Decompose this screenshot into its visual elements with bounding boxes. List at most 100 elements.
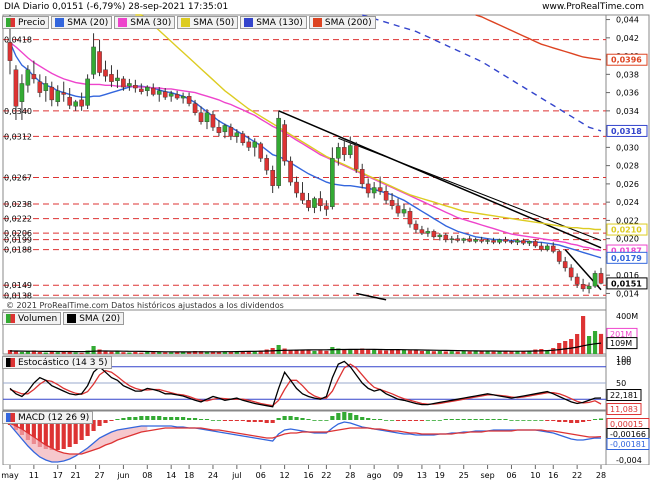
legend-macd[interactable]: MACD (12 26 9) (2, 411, 94, 424)
volume-bar (234, 351, 239, 354)
macd-histogram-bar (169, 417, 174, 420)
volume-bar (121, 352, 126, 354)
sma30-swatch-icon (118, 18, 128, 27)
candle-body (467, 238, 472, 242)
x-tick-label: 28 (596, 471, 606, 480)
price-value-box (606, 53, 648, 66)
volume-bar (79, 352, 84, 354)
macd-histogram-bar (151, 416, 156, 420)
candle-body (383, 190, 389, 201)
legend-volume[interactable]: Volumen (2, 312, 62, 325)
level-label: 0,0222 (4, 215, 32, 224)
volume-bar (312, 351, 317, 354)
macd-histogram-bar (372, 419, 377, 420)
candle-body (592, 273, 598, 287)
macd-histogram-bar (55, 420, 60, 450)
macd-histogram-bar (366, 418, 371, 420)
legend-sma200[interactable]: SMA (200) (308, 16, 376, 29)
x-tick-label: 06 (506, 471, 516, 480)
volume-bar (551, 348, 556, 354)
legend-sma130[interactable]: SMA (130) (240, 16, 307, 29)
volume-bar (55, 352, 60, 354)
macd-histogram-bar (545, 420, 550, 421)
x-tick-label: may (1, 471, 19, 480)
macd-histogram-bar (395, 420, 401, 421)
macd-histogram-bar (181, 417, 186, 420)
volume-bar (515, 351, 520, 354)
candle-body (55, 90, 61, 102)
x-tick-label: 22 (572, 471, 582, 480)
legend-price[interactable]: Precio (2, 16, 50, 29)
macd-histogram-bar (79, 420, 84, 440)
candle-body (25, 69, 31, 86)
stoch-line-k (9, 360, 602, 408)
volume-bar (395, 349, 401, 354)
macd-histogram-bar (389, 420, 395, 421)
macd-histogram-bar (324, 420, 329, 421)
candle-body (544, 245, 550, 250)
macd-line-seal (9, 422, 602, 455)
volume-legend: Volumen SMA (20) (2, 312, 125, 325)
macd-histogram-bar (419, 420, 425, 421)
volume-bar (67, 351, 72, 354)
legend-sma20[interactable]: SMA (20) (51, 16, 113, 29)
candle-body (503, 239, 508, 242)
volume-bar (13, 351, 19, 354)
candle-body (73, 101, 78, 107)
stoch-y-tick-label: 50 (616, 379, 626, 388)
candle-body (562, 261, 568, 269)
candle-body (31, 74, 37, 80)
candle-body (109, 74, 114, 82)
macd-histogram-bar (49, 420, 54, 450)
candle-body (336, 147, 341, 159)
volume-bar (7, 350, 13, 354)
x-tick-label: 11 (29, 471, 39, 480)
legend-volume-sma[interactable]: SMA (20) (63, 312, 125, 325)
legend-stoch[interactable]: Estocástico (14 3 5) (2, 356, 112, 369)
volume-bar (539, 349, 544, 354)
candle-body (401, 209, 407, 214)
candle-body (192, 103, 198, 113)
volume-bar (145, 351, 150, 354)
legend-sma30[interactable]: SMA (30) (114, 16, 176, 29)
volume-bar (276, 345, 281, 354)
macd-histogram-bar (270, 420, 275, 423)
macd-histogram-bar (473, 419, 478, 420)
legend-sma50[interactable]: SMA (50) (177, 16, 239, 29)
volume-bar (192, 351, 198, 354)
macd-histogram-bar (246, 420, 251, 422)
macd-histogram-bar (210, 420, 216, 421)
volume-bar (354, 349, 359, 354)
macd-histogram-bar (282, 416, 287, 420)
candle-body (216, 127, 222, 133)
x-tick-label: 22 (321, 471, 331, 480)
sma200-swatch-icon (312, 18, 322, 27)
macd-histogram-bar (586, 420, 592, 421)
price-legend: Precio SMA (20) SMA (30) SMA (50) SMA (1… (2, 16, 376, 29)
volume-bar (228, 351, 233, 354)
x-tick-label: 12 (280, 471, 290, 480)
macd-histogram-bar (443, 419, 448, 420)
candle-body (228, 127, 234, 137)
candle-body (455, 238, 461, 241)
macd-swatch-icon (6, 413, 15, 422)
candle-body (162, 91, 168, 98)
candle-body (139, 88, 144, 92)
candle-body (121, 78, 126, 88)
volume-bar (509, 351, 514, 354)
macd-histogram-bar (228, 420, 233, 421)
price-y-tick-label: 0,026 (616, 180, 639, 189)
volume-bar (527, 351, 532, 354)
macd-histogram-bar (91, 420, 96, 431)
macd-histogram-bar (13, 420, 19, 430)
macd-signal-area (10, 423, 148, 462)
volume-bar (151, 352, 156, 354)
macd-histogram-bar (192, 418, 198, 420)
volume-bar (449, 351, 454, 354)
macd-histogram-bar (413, 420, 419, 421)
volume-bar (407, 350, 413, 354)
macd-histogram-bar (234, 420, 239, 421)
candle-body (580, 284, 586, 290)
price-y-tick-label: 0,016 (616, 271, 639, 280)
macd-histogram-bar (592, 419, 598, 420)
